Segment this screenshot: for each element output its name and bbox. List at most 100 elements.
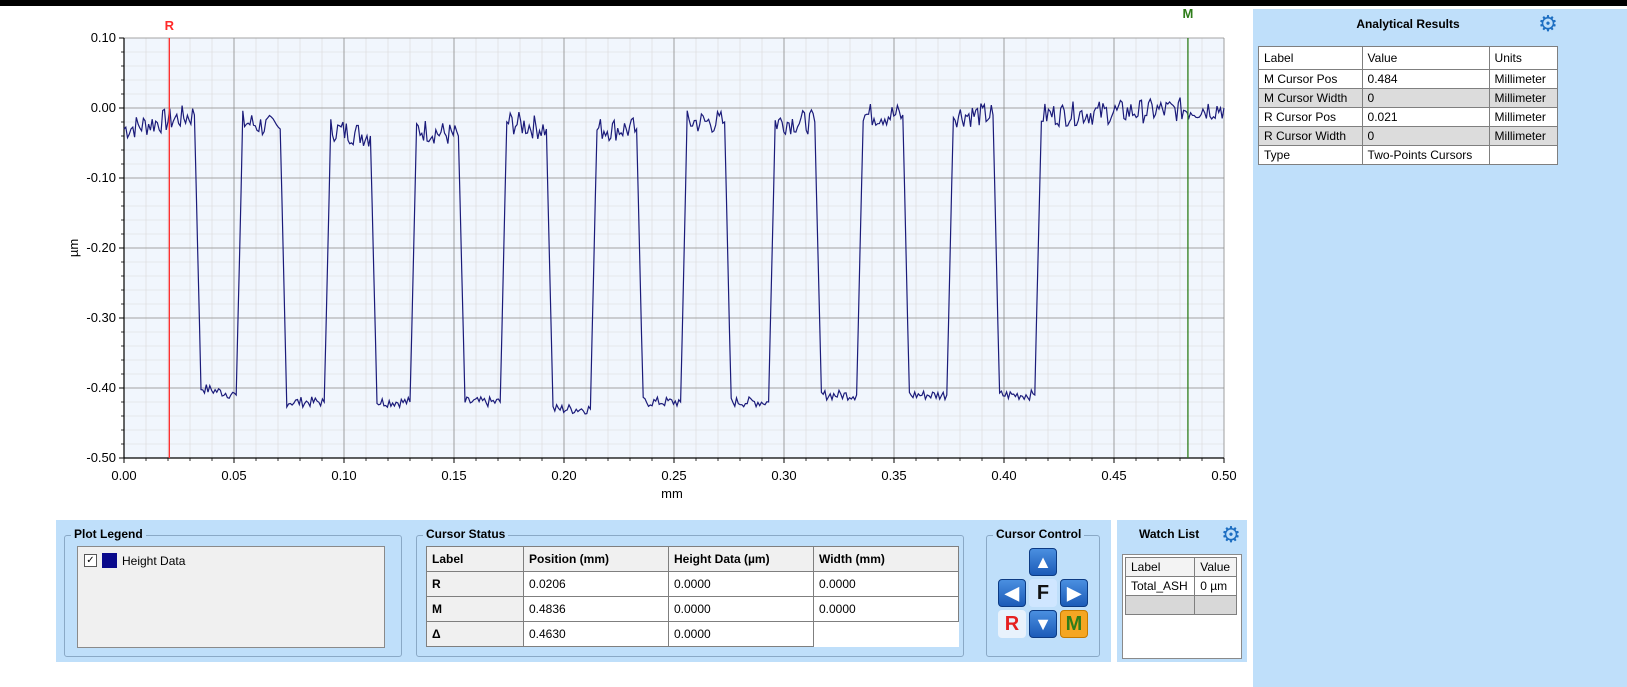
y-tick-label: -0.50 [86,450,116,465]
height-data-line [123,97,1225,415]
column-header[interactable]: Value [1194,557,1237,577]
table-row[interactable]: M Cursor Width 0 Millimeter [1258,88,1559,108]
table-cell: Δ [426,621,524,647]
table-row[interactable]: R Cursor Pos 0.021 Millimeter [1258,107,1559,127]
table-row[interactable]: M Cursor Pos 0.484 Millimeter [1258,69,1559,89]
cursor-r-label[interactable]: R [165,18,175,33]
cursor-left-button[interactable]: ◀ [998,579,1026,607]
cursor-up-button[interactable]: ▲ [1029,548,1057,576]
y-tick-label: -0.40 [86,380,116,395]
table-cell: 0 [1361,126,1490,146]
plot-legend-group: Plot Legend ✓ Height Data [64,527,402,657]
table-cell: 0.0000 [668,596,814,622]
column-header[interactable]: Label [1124,557,1196,577]
table-row[interactable]: Total_ASH 0 µm [1124,576,1237,596]
table-row[interactable]: Type Two-Points Cursors [1258,145,1559,165]
column-header[interactable]: Height Data (µm) [668,546,814,572]
table-cell: 0.0206 [523,571,669,597]
cursor-m-select-button[interactable]: M [1060,610,1088,638]
table-cell [1124,595,1196,615]
cursor-lines[interactable]: RM [165,6,1194,458]
y-tick-label: 0.00 [91,100,116,115]
x-tick-label: 0.00 [111,468,136,483]
cursor-focus-button[interactable]: F [1029,579,1057,607]
cursor-control-group: Cursor Control ▲ ◀ F ▶ R ▼ M [986,527,1100,657]
column-header[interactable]: Position (mm) [523,546,669,572]
column-header[interactable]: Width (mm) [813,546,959,572]
height-profile-chart[interactable]: 0.00 0.05 0.10 0.15 0.20 0.25 0.30 0.35 0.40 0.45… [0,0,1250,520]
y-tick-label: -0.30 [86,310,116,325]
x-axis-label: mm [661,486,683,501]
column-header[interactable]: Value [1361,46,1490,70]
table-header-row: Label Value Units [1258,46,1559,70]
watch-list-table: Label Value Total_ASH 0 µm [1124,557,1237,615]
column-header[interactable]: Label [1258,46,1363,70]
legend-color-swatch [102,553,117,568]
legend-checkbox[interactable]: ✓ [84,554,97,567]
x-tick-label: 0.15 [441,468,466,483]
table-cell: Two-Points Cursors [1361,145,1490,165]
x-tick-label: 0.40 [991,468,1016,483]
table-cell: 0 [1361,88,1490,108]
table-cell: M Cursor Width [1258,88,1363,108]
column-header[interactable]: Label [426,546,524,572]
table-row[interactable]: R 0.0206 0.0000 0.0000 [426,571,959,597]
analytical-results-panel: Analytical Results ⚙ Label Value Units M Cu… [1253,9,1627,687]
table-cell: Millimeter [1488,107,1559,127]
table-cell: Millimeter [1488,69,1559,89]
table-cell: 0 µm [1194,576,1237,596]
cursor-r-select-button[interactable]: R [998,610,1026,638]
table-cell: 0.4836 [523,596,669,622]
table-cell: 0.484 [1361,69,1490,89]
cursor-right-button[interactable]: ▶ [1060,579,1088,607]
table-cell: R Cursor Width [1258,126,1363,146]
y-tick-label: -0.10 [86,170,116,185]
table-row[interactable]: R Cursor Width 0 Millimeter [1258,126,1559,146]
cursor-down-button[interactable]: ▼ [1029,610,1057,638]
table-cell: 0.0000 [813,571,959,597]
table-cell [1194,595,1237,615]
cursor-status-title: Cursor Status [423,527,509,541]
cursor-status-group: Cursor Status Label Position (mm) Height D… [416,527,964,657]
x-tick-label: 0.10 [331,468,356,483]
plot-legend-title: Plot Legend [71,527,146,541]
cursor-m-label[interactable]: M [1182,6,1193,21]
table-cell: 0.0000 [668,621,814,647]
table-cell: Type [1258,145,1363,165]
x-tick-label: 0.25 [661,468,686,483]
table-cell: R Cursor Pos [1258,107,1363,127]
table-cell: 0.0000 [813,596,959,622]
table-cell: 0.021 [1361,107,1490,127]
top-bar [0,0,1627,6]
y-tick-label: -0.20 [86,240,116,255]
y-tick-label: 0.10 [91,30,116,45]
cursor-status-table: Label Position (mm) Height Data (µm) Width … [426,546,959,647]
plot-legend-box: ✓ Height Data [77,546,385,648]
table-cell: M [426,596,524,622]
table-row[interactable]: Δ 0.4630 0.0000 [426,621,959,647]
table-cell: R [426,571,524,597]
table-cell: 0.0000 [668,571,814,597]
watch-list-title: Watch List [1139,527,1200,541]
table-row-empty[interactable] [1124,595,1237,615]
axes [119,37,1225,463]
analytical-results-table: Label Value Units M Cursor Pos 0.484 Millimet… [1258,46,1559,165]
tick-labels: 0.00 0.05 0.10 0.15 0.20 0.25 0.30 0.35 0.40 0.45… [86,30,1236,483]
x-tick-label: 0.35 [881,468,906,483]
table-cell: 0.4630 [523,621,669,647]
legend-item[interactable]: ✓ Height Data [84,553,185,568]
x-tick-label: 0.05 [221,468,246,483]
x-tick-label: 0.30 [771,468,796,483]
legend-item-label: Height Data [122,553,186,568]
watch-list-panel: Watch List ⚙ Label Value Total_ASH 0 µm [1117,520,1247,662]
gears-icon[interactable]: ⚙ [1538,11,1558,36]
table-cell [814,622,959,647]
table-row[interactable]: M 0.4836 0.0000 0.0000 [426,596,959,622]
table-header-row: Label Value [1124,557,1237,577]
gears-icon[interactable]: ⚙ [1221,522,1241,547]
analytical-results-title: Analytical Results [1356,17,1460,31]
column-header[interactable]: Units [1488,46,1559,70]
table-cell: Millimeter [1488,88,1559,108]
table-header-row: Label Position (mm) Height Data (µm) Width … [426,546,959,572]
table-cell: Millimeter [1488,126,1559,146]
